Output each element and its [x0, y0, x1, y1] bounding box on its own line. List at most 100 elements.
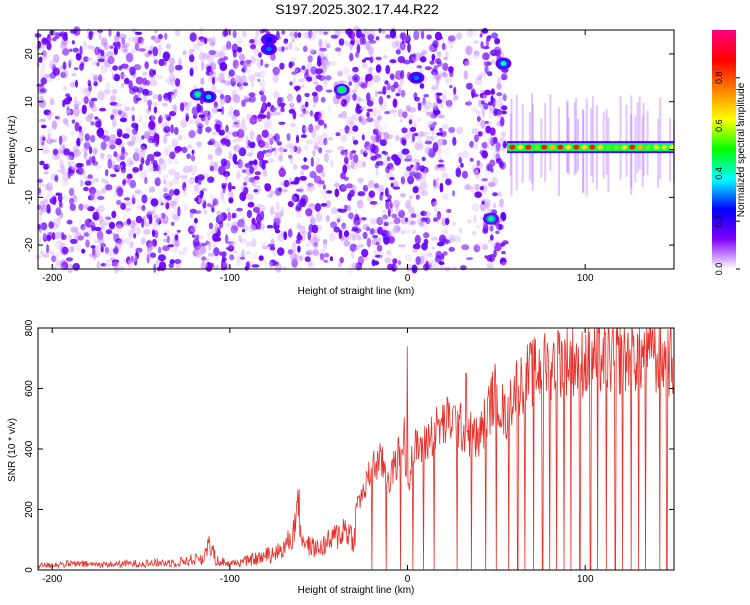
spectrogram-speckle	[299, 226, 306, 234]
spectrogram-speckle	[107, 158, 113, 169]
spectrogram-speckle	[390, 182, 394, 188]
spectrogram-speckle	[42, 232, 47, 242]
spectrogram-speckle	[413, 161, 417, 170]
spectrogram-speckle	[188, 100, 193, 107]
spectrogram-speckle	[49, 189, 53, 196]
spectrogram-speckle	[419, 180, 428, 191]
spectrogram-speckle	[120, 202, 126, 210]
spectrogram-speckle	[474, 191, 483, 198]
spectrogram-speckle	[193, 184, 199, 192]
spectrogram-speckle	[163, 92, 172, 101]
spectrogram-speckle	[407, 175, 415, 185]
spectrogram-speckle	[227, 80, 232, 85]
spectrogram-speckle	[307, 183, 314, 187]
spectrogram-speckle	[82, 127, 87, 133]
spectrogram-speckle	[473, 244, 481, 253]
spectrogram-speckle	[315, 84, 323, 92]
spectrogram-speckle	[270, 206, 274, 216]
spectrogram-speckle	[456, 32, 462, 40]
spectrogram-speckle	[253, 182, 257, 187]
spectrogram-speckle	[183, 187, 188, 198]
spectrogram-speckle	[84, 180, 92, 186]
spectrogram-speckle	[146, 253, 150, 264]
spectrogram-speckle	[243, 186, 249, 195]
spectrogram-speckle	[150, 34, 159, 42]
spectrogram-speckle	[139, 238, 145, 247]
spectrogram-speckle	[452, 136, 457, 146]
spectrogram-speckle	[446, 99, 452, 110]
spectrogram-speckle	[175, 78, 181, 87]
spectrogram-speckle	[460, 163, 464, 168]
spectrogram-speckle	[413, 243, 421, 250]
spectrogram-speckle	[153, 263, 157, 273]
spectrogram-speckle	[350, 160, 355, 170]
spectrogram-speckle	[99, 219, 106, 227]
spectrogram-speckle	[375, 241, 380, 246]
spectrogram-speckle	[427, 44, 434, 53]
spectrogram-speckle	[278, 210, 284, 217]
spectrogram-speckle	[72, 145, 79, 156]
spectrogram-speckle	[407, 42, 411, 53]
spectrogram-speckle	[419, 174, 424, 178]
spectrogram-speckle	[246, 251, 251, 255]
spectrogram-speckle	[88, 193, 96, 201]
y-tick-label: 10	[24, 96, 35, 108]
spectrogram-speckle	[445, 217, 450, 226]
spectrogram-speckle	[141, 237, 146, 245]
spectrogram-speckle	[351, 89, 357, 94]
spectrogram-speckle	[386, 94, 391, 99]
spectrogram-speckle	[431, 246, 436, 251]
spectrogram-speckle	[167, 158, 173, 165]
spectrogram-speckle	[297, 234, 303, 241]
spectrogram-speckle	[370, 218, 377, 225]
spectrogram-speckle	[327, 137, 333, 141]
spectrogram-speckle	[286, 133, 291, 142]
spectrogram-speckle	[215, 120, 223, 130]
spectrogram-speckle	[194, 176, 199, 184]
spectrogram-speckle	[233, 109, 240, 117]
spectrogram-speckle	[151, 101, 159, 107]
spectrogram-speckle	[61, 246, 69, 255]
spectrogram-speckle	[46, 182, 53, 192]
colorbar-tick-label: 0.4	[714, 167, 724, 180]
spectrogram-speckle	[61, 261, 69, 270]
spectrogram-speckle	[73, 107, 80, 117]
spectrogram-speckle	[422, 97, 426, 106]
spectrogram-speckle	[432, 201, 439, 207]
spectrogram-speckle	[347, 31, 352, 38]
spectrogram-speckle	[93, 226, 102, 232]
spectrogram-speckle	[94, 46, 100, 56]
spectrogram-speckle	[121, 44, 128, 49]
spectrogram-speckle	[380, 191, 384, 196]
spectrogram-speckle	[100, 141, 107, 151]
spectrogram-speckle	[174, 171, 182, 179]
spectrogram-speckle	[369, 228, 375, 235]
spectrogram-speckle	[198, 246, 204, 253]
spectrogram-speckle	[312, 94, 319, 103]
spectrogram-speckle	[174, 64, 183, 71]
spectrogram-speckle	[397, 136, 402, 141]
spectrogram-speckle	[291, 33, 295, 42]
y-tick-label: 800	[24, 319, 35, 336]
spectrogram-speckle	[219, 159, 223, 164]
spectrogram-speckle	[73, 67, 79, 71]
spectrogram-speckle	[322, 242, 328, 250]
spectrogram-speckle	[300, 194, 309, 205]
spectrogram-speckle	[208, 49, 216, 56]
spectrogram-speckle	[250, 55, 256, 64]
spectrogram-speckle	[89, 221, 98, 226]
spectrogram-speckle	[399, 40, 406, 51]
spectrogram-speckle	[225, 172, 229, 182]
spectrogram-speckle	[220, 138, 227, 144]
spectrogram-speckle	[310, 66, 318, 75]
spectrogram-speckle	[315, 212, 323, 222]
spectrogram-speckle	[378, 184, 384, 195]
spectrogram-speckle	[266, 102, 272, 108]
spectrogram-speckle	[483, 61, 492, 66]
spectrogram-speckle	[362, 224, 370, 230]
spectrogram-speckle	[458, 227, 463, 234]
spectrogram-speckle	[63, 169, 69, 174]
spectrogram-speckle	[213, 101, 218, 109]
spectrogram-speckle	[210, 204, 215, 210]
spectrogram-speckle	[46, 234, 51, 242]
